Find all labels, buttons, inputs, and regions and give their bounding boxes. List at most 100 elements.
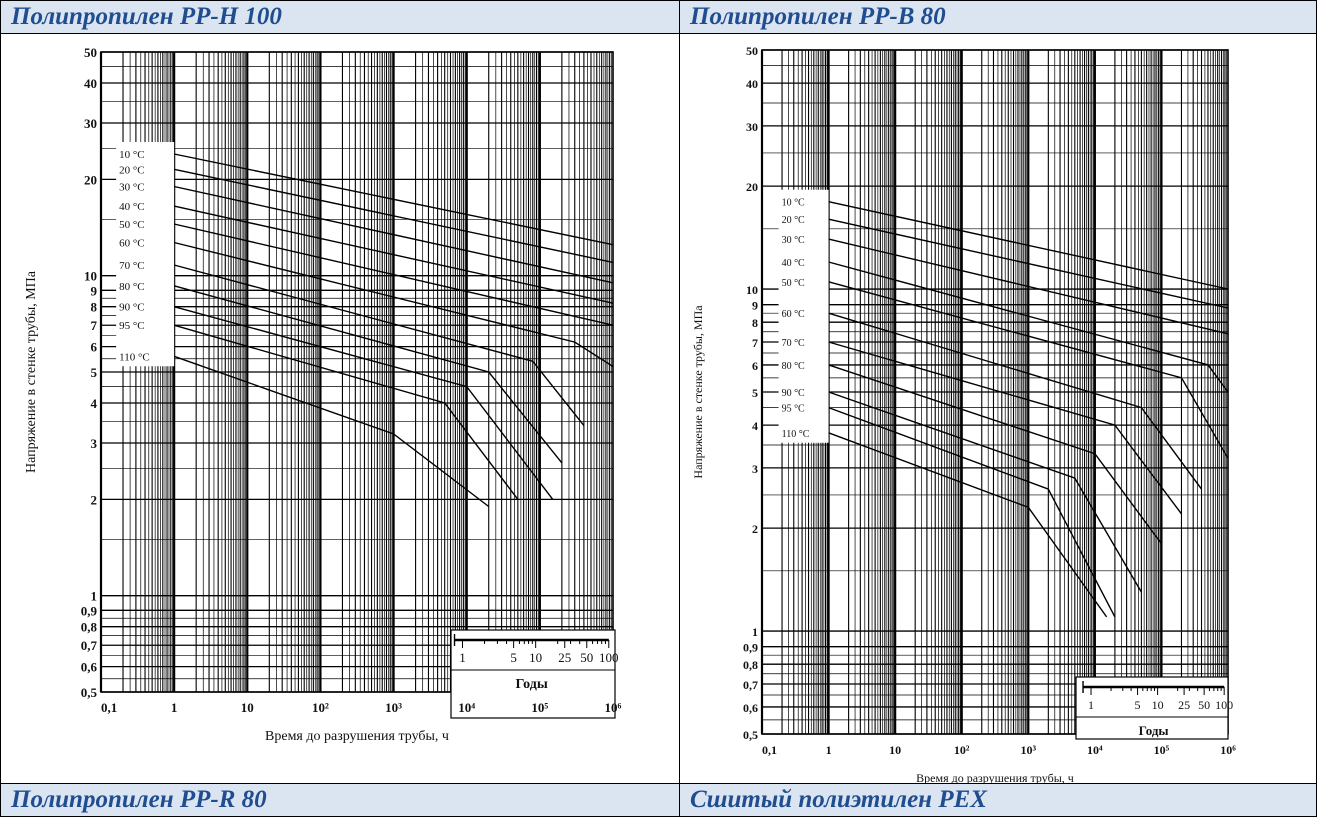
series-line-80c (828, 364, 1162, 545)
series-line-20c (173, 168, 614, 264)
series-label-backdrop (116, 142, 175, 367)
y-tick-label: 0,9 (81, 603, 98, 618)
y-tick-label: 6 (752, 359, 758, 373)
series-label: 30 °C (119, 181, 144, 193)
chart-pp-b-80: 10 °C 20 °C 30 °C 40 °C 50 °C 60 °C 70 °C 80 °C… (691, 44, 1236, 785)
x-tick-label: 10⁴ (1087, 743, 1103, 757)
x-tick-label: 10³ (1020, 743, 1036, 757)
series-label: 50 °C (782, 278, 805, 289)
x-tick-label: 0,1 (101, 700, 117, 715)
y-tick-label: 30 (746, 120, 758, 134)
y-tick-label: 2 (91, 492, 98, 507)
series-line-40c (173, 205, 614, 304)
years-tick-label: 1 (1088, 698, 1094, 712)
x-tick-label: 10⁴ (458, 700, 475, 715)
chart-cell-right: 10 °C 20 °C 30 °C 40 °C 50 °C 60 °C 70 °C 80 °C… (679, 33, 1317, 785)
y-tick-label: 4 (752, 419, 758, 433)
series-line-95c (173, 324, 519, 500)
x-axis-title: Время до разрушения трубы, ч (265, 729, 449, 744)
series-label: 110 °C (782, 429, 810, 440)
years-tick-label: 5 (1135, 698, 1141, 712)
y-tick-label: 5 (91, 365, 98, 380)
series-label: 80 °C (119, 281, 144, 293)
chart-pp-h-100: 10 °C 20 °C 30 °C 40 °C 50 °C 60 °C 70 °C 80 °C… (24, 45, 622, 744)
years-tick-label: 10 (529, 650, 542, 665)
years-inset (450, 629, 616, 719)
series-label: 30 °C (782, 235, 805, 246)
y-tick-label: 4 (91, 396, 98, 411)
y-tick-label: 0,8 (81, 620, 98, 635)
x-tick-label: 1 (826, 743, 832, 757)
y-tick-label: 5 (752, 386, 758, 400)
plot-frame (100, 51, 614, 693)
years-tick-label: 25 (558, 650, 571, 665)
series-line-40c (828, 261, 1229, 393)
x-tick-label: 1 (171, 700, 178, 715)
x-tick-label: 10⁶ (605, 700, 622, 715)
series-label-backdrop (778, 189, 829, 443)
y-tick-label: 0,6 (81, 660, 98, 675)
y-tick-label: 7 (91, 318, 98, 333)
years-title: Годы (1139, 723, 1169, 738)
y-tick-label: 0,5 (743, 728, 758, 742)
series-label: 80 °C (782, 361, 805, 372)
series-line-30c (828, 238, 1229, 335)
series-label: 90 °C (119, 302, 144, 314)
series-label: 20 °C (119, 164, 144, 176)
header-pex: Сшитый полиэтилен PEX (679, 783, 1317, 817)
series-line-80c (173, 285, 563, 464)
years-tick-label: 50 (1198, 698, 1210, 712)
series-label: 10 °C (119, 149, 144, 161)
series-line-110c (173, 355, 490, 508)
x-tick-label: 10 (241, 700, 254, 715)
y-tick-label: 50 (84, 45, 97, 60)
series-line-70c (828, 341, 1183, 515)
series-label: 60 °C (119, 237, 144, 249)
years-title: Годы (516, 677, 548, 692)
y-tick-label: 30 (84, 116, 97, 131)
years-tick-label: 1 (459, 650, 466, 665)
series-line-10c (828, 201, 1229, 290)
y-tick-label: 9 (752, 299, 758, 313)
series-line-60c (173, 241, 614, 368)
series-line-50c (173, 223, 614, 326)
years-tick-label: 100 (599, 650, 619, 665)
y-tick-label: 7 (752, 336, 758, 350)
y-tick-label: 40 (746, 77, 758, 91)
y-tick-label: 9 (91, 283, 98, 298)
y-tick-label: 3 (91, 436, 98, 451)
x-tick-label: 10³ (385, 700, 402, 715)
y-tick-label: 20 (84, 172, 97, 187)
y-tick-label: 0,9 (743, 641, 758, 655)
series-label: 70 °C (119, 260, 144, 272)
years-tick-label: 50 (580, 650, 593, 665)
series-line-30c (173, 185, 614, 284)
series-line-10c (173, 153, 614, 246)
y-tick-label: 50 (746, 44, 758, 58)
y-tick-label: 8 (91, 300, 98, 315)
header-pp-r-80: Полипропилен PP-R 80 (0, 783, 680, 817)
header-pp-b-80: Полипропилен PP-B 80 (679, 0, 1317, 34)
series-label: 70 °C (782, 338, 805, 349)
series-line-90c (173, 306, 554, 500)
series-label: 95 °C (119, 320, 144, 332)
series-line-60c (828, 312, 1203, 490)
y-tick-label: 2 (752, 522, 758, 536)
x-tick-label: 10² (312, 700, 329, 715)
series-line-70c (173, 264, 585, 427)
series-label: 95 °C (782, 404, 805, 415)
y-tick-label: 20 (746, 180, 758, 194)
x-tick-label: 10² (954, 743, 970, 757)
series-label: 50 °C (119, 219, 144, 231)
series-line-90c (828, 391, 1143, 593)
series-label: 10 °C (782, 198, 805, 209)
y-tick-label: 40 (84, 76, 97, 91)
years-tick-label: 25 (1178, 698, 1190, 712)
y-tick-label: 10 (84, 269, 97, 284)
y-tick-label: 1 (752, 625, 758, 639)
y-tick-label: 0,7 (743, 678, 758, 692)
x-axis-title: Время до разрушения трубы, ч (916, 771, 1074, 783)
series-line-50c (828, 281, 1229, 459)
y-tick-label: 3 (752, 462, 758, 476)
